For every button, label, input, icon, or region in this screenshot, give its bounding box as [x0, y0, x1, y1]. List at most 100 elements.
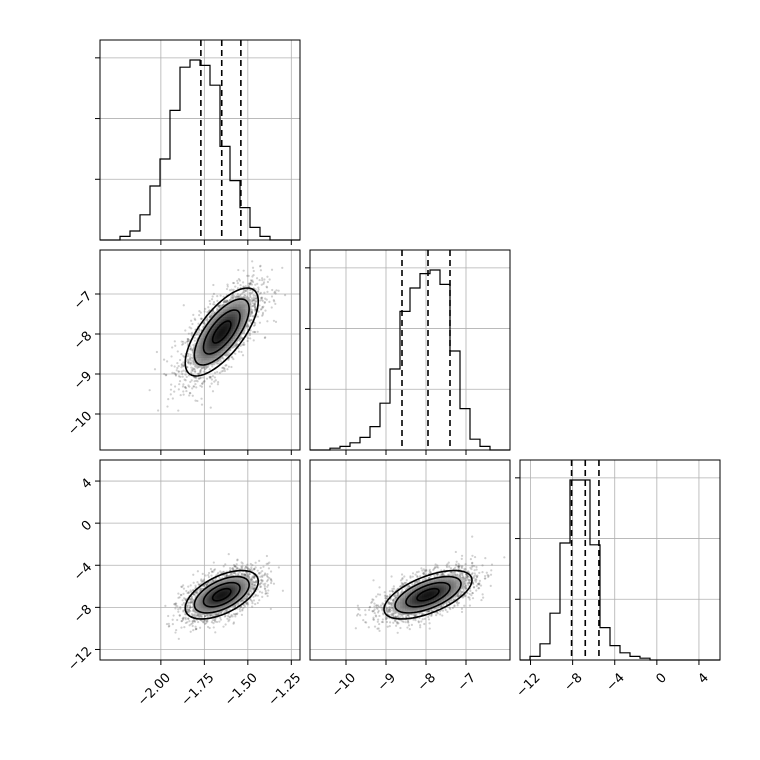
sample-point — [242, 343, 245, 346]
sample-point — [186, 365, 189, 369]
sample-point — [226, 617, 229, 620]
sample-point — [203, 584, 206, 587]
density-cell — [212, 325, 216, 329]
sample-point — [183, 626, 186, 629]
sample-point — [171, 618, 174, 621]
sample-point — [189, 356, 192, 359]
sample-point — [193, 367, 196, 371]
sample-point — [190, 598, 193, 602]
density-cell — [226, 333, 230, 337]
sample-point — [254, 306, 257, 309]
sample-point — [249, 329, 252, 332]
sample-point — [225, 299, 229, 303]
density-cell — [212, 362, 216, 366]
sample-point — [182, 609, 185, 612]
sample-point — [238, 294, 242, 297]
sample-point — [178, 379, 182, 383]
sample-point — [265, 562, 268, 565]
density-cell — [240, 325, 244, 329]
density-cell — [202, 362, 206, 366]
sample-point — [187, 608, 190, 611]
sample-point — [251, 587, 254, 591]
sample-point — [223, 367, 226, 371]
sample-point — [181, 385, 185, 388]
sample-point — [195, 332, 198, 336]
sample-point — [246, 563, 249, 566]
sample-point — [165, 622, 169, 626]
sample-point — [236, 559, 239, 562]
density-cell — [238, 325, 242, 329]
sample-point — [202, 621, 205, 624]
sample-point — [176, 618, 179, 622]
sample-point — [265, 580, 269, 583]
density-cell — [222, 323, 226, 327]
sample-point — [189, 380, 192, 384]
sample-point — [179, 375, 182, 378]
sample-point — [232, 571, 235, 575]
density-cell — [210, 354, 214, 359]
sample-point — [174, 374, 178, 377]
density-cell — [200, 362, 204, 366]
sample-point — [179, 607, 182, 610]
density-cell — [216, 328, 220, 332]
sample-point — [249, 562, 252, 566]
sample-point — [194, 625, 197, 628]
sample-point — [174, 373, 177, 376]
sample-point — [277, 289, 280, 292]
density-cell — [234, 321, 238, 325]
sample-point — [200, 397, 203, 400]
sample-point — [208, 385, 212, 388]
density-cell — [248, 311, 252, 315]
sample-point — [215, 612, 218, 616]
density-cell — [226, 309, 230, 313]
density-cell — [236, 313, 240, 317]
sample-point — [235, 613, 238, 616]
sample-point — [224, 614, 227, 617]
density-cell — [214, 345, 218, 349]
sample-point — [242, 332, 246, 335]
sample-point — [157, 409, 160, 412]
sample-point — [211, 390, 215, 393]
sample-point — [177, 370, 180, 373]
sample-point — [180, 626, 183, 629]
sample-point — [223, 367, 226, 370]
sample-point — [255, 580, 258, 583]
sample-point — [236, 293, 239, 296]
sample-point — [172, 614, 175, 617]
sample-point — [271, 288, 274, 292]
sample-point — [248, 282, 252, 286]
density-cell — [208, 342, 212, 346]
sample-point — [188, 394, 191, 397]
density-cell — [194, 610, 198, 612]
sample-point — [202, 620, 205, 624]
density-cell — [222, 342, 226, 346]
sample-point — [231, 356, 234, 359]
sample-point — [232, 281, 235, 285]
density-cell — [212, 328, 216, 332]
density-cell — [220, 347, 224, 351]
sample-point — [247, 285, 250, 288]
sample-point — [184, 329, 187, 332]
sample-point — [244, 565, 248, 568]
sample-point — [274, 292, 277, 295]
density-cell — [210, 345, 214, 349]
sample-point — [173, 385, 177, 388]
density-cell — [236, 316, 240, 320]
density-cell — [206, 328, 210, 332]
sample-point — [195, 627, 198, 631]
density-cell — [238, 323, 242, 327]
sample-point — [238, 571, 241, 574]
sample-point — [242, 291, 245, 294]
density-cell — [198, 364, 202, 368]
density-cell — [220, 340, 224, 344]
density-cell — [212, 342, 216, 346]
density-cell — [206, 354, 210, 359]
sample-point — [198, 377, 201, 380]
sample-point — [190, 359, 193, 362]
sample-point — [192, 629, 195, 632]
sample-point — [235, 566, 239, 569]
density-cell — [210, 347, 214, 351]
sample-point — [253, 330, 257, 334]
sample-point — [171, 397, 174, 400]
